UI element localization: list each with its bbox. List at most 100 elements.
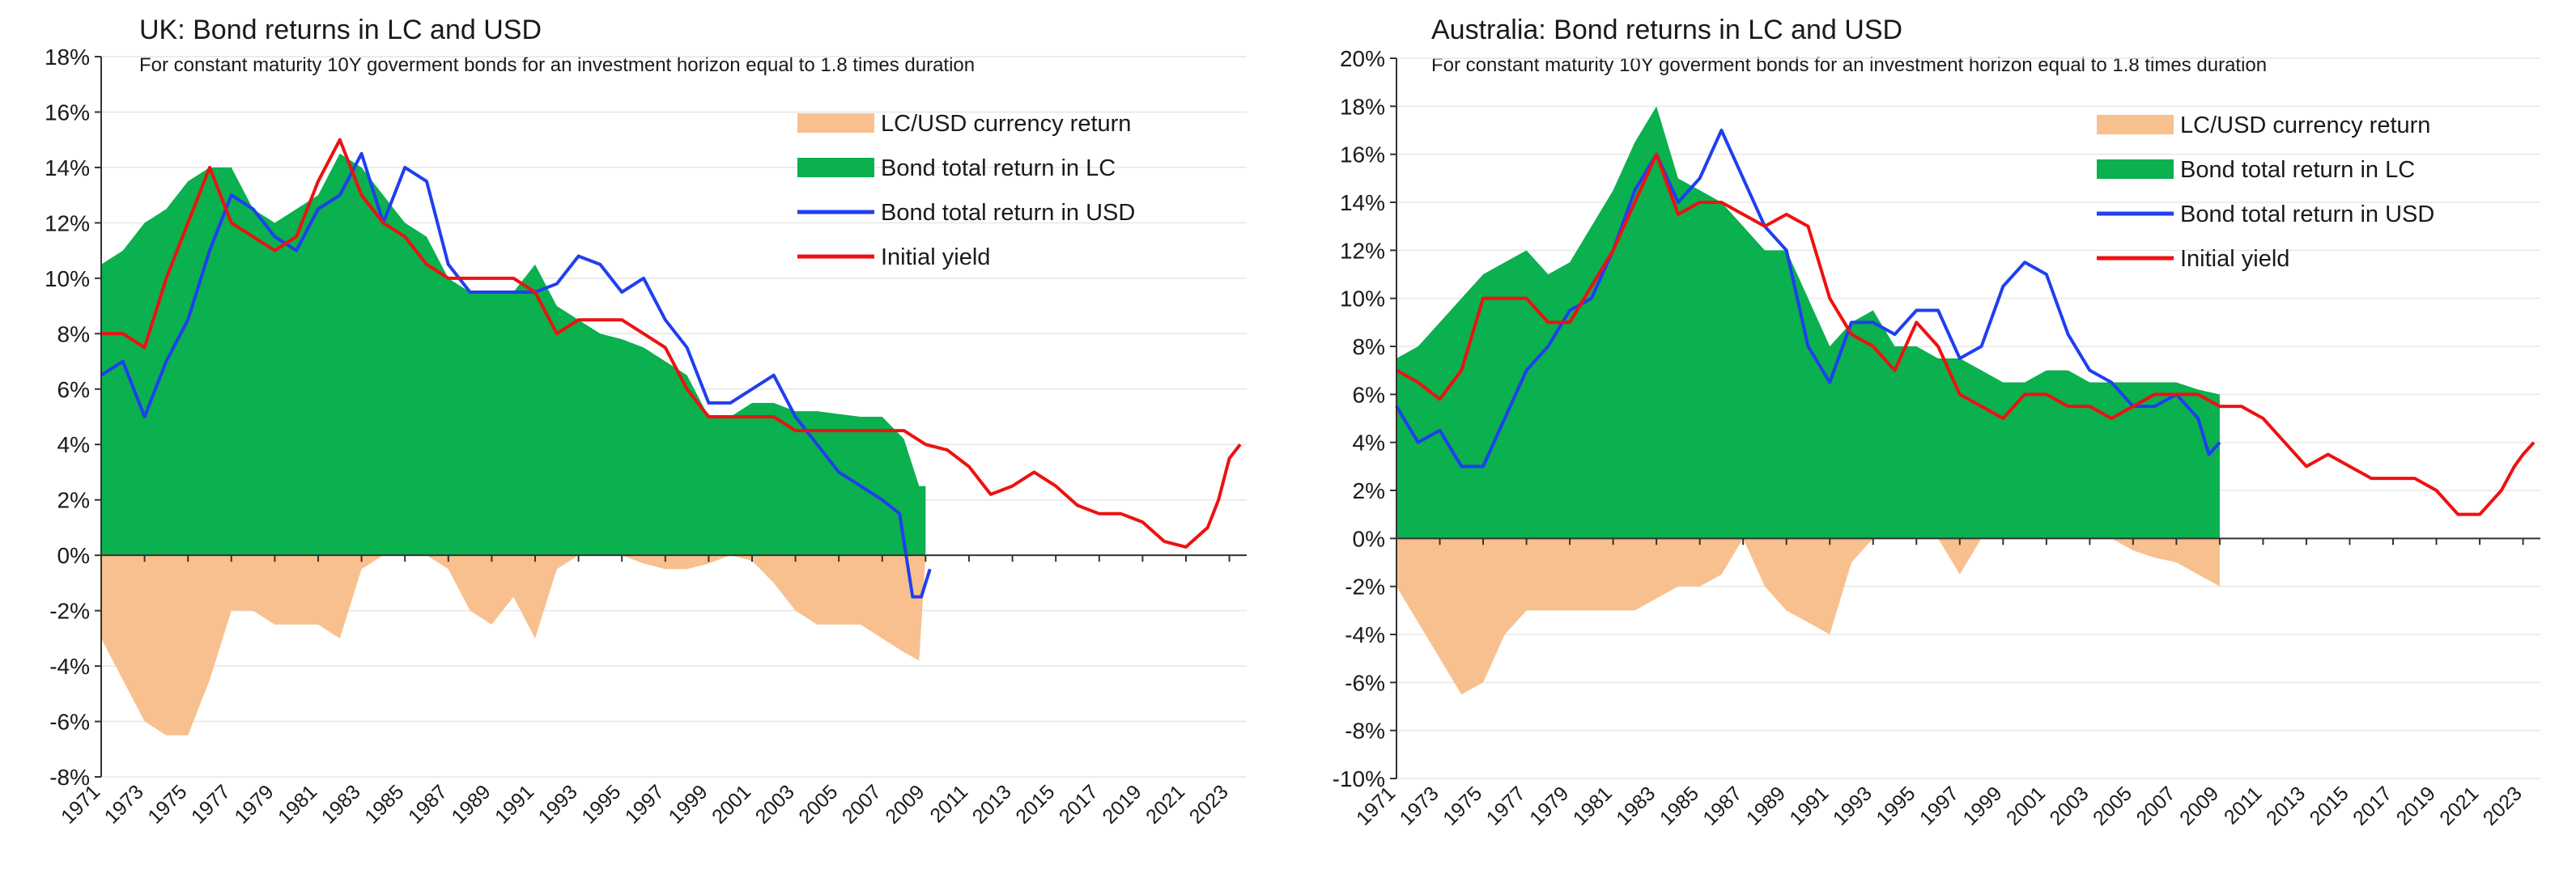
y-tick-label: 0% [1353,526,1385,551]
y-tick-label: 14% [1340,190,1385,215]
australia-legend: LC/USD currency return Bond total return … [2097,112,2434,272]
x-tick-label: 2015 [1011,780,1059,828]
x-tick-label: 2011 [925,780,972,827]
x-tick-label: 2011 [2220,782,2267,829]
lc-legend-label: Bond total return in LC [2180,157,2415,183]
x-tick-label: 2013 [2262,782,2310,829]
x-tick-label: 1999 [1958,782,2006,829]
x-tick-label: 2009 [2175,782,2223,829]
australia-chart-subtitle: For constant maturity 10Y goverment bond… [1431,54,2267,76]
uk-axes [95,56,1247,778]
x-tick-label: 1985 [1656,782,1703,829]
y-tick-label: -2% [1345,575,1385,600]
uk-areas [101,153,926,736]
y-tick-label: 8% [1353,334,1385,359]
x-tick-label: 1989 [447,780,495,828]
x-tick-label: 2001 [2002,782,2050,829]
x-tick-label: 2001 [708,780,755,828]
y-tick-label: -10% [1333,766,1385,791]
y-tick-label: 8% [57,321,90,346]
x-tick-label: 2019 [1098,780,1146,828]
uk-x-tick-labels: 1971197319751977197919811983198519871989… [57,780,1233,828]
y-tick-label: 10% [45,266,90,291]
y-tick-label: -4% [1345,622,1385,647]
x-tick-label: 1991 [1785,782,1833,829]
x-tick-label: 1987 [404,780,452,828]
lc-legend-swatch [797,158,874,177]
currency-legend-label: LC/USD currency return [881,111,1131,137]
yield-line [1396,152,2536,516]
uk-legend: LC/USD currency return Bond total return … [797,111,1135,270]
australia-axes [1390,57,2540,779]
currency-legend-label: LC/USD currency return [2180,112,2430,138]
x-tick-label: 2021 [2435,782,2483,829]
x-tick-label: 1985 [360,780,408,828]
y-tick-label: 0% [57,543,90,568]
lc-legend-swatch [2097,159,2174,179]
x-tick-label: 1975 [1439,782,1486,829]
usd-legend-label: Bond total return in USD [881,200,1135,226]
y-tick-label: 6% [57,377,90,402]
x-tick-label: 1995 [1872,782,1919,829]
x-tick-label: 2015 [2306,782,2353,829]
x-tick-label: 2021 [1141,780,1189,828]
x-tick-label: 1983 [1612,782,1660,829]
x-tick-label: 1989 [1742,782,1790,829]
x-tick-label: 2023 [1185,780,1233,828]
y-tick-label: -2% [49,599,90,624]
y-tick-label: -8% [1345,719,1385,744]
x-tick-label: 2013 [968,780,1016,828]
uk-y-tick-labels: -8% -6% -4% -2% 0% 2% 4% 6% 8% 10% 12% 14% 16% 18% [45,45,90,790]
x-tick-label: 1993 [1829,782,1877,829]
x-tick-label: 1979 [1525,782,1573,829]
y-tick-label: 6% [1353,382,1385,407]
uk-chart: UK: Bond returns in LC and USD For const… [45,15,1247,829]
y-tick-label: -6% [49,710,90,735]
y-tick-label: 4% [1353,431,1385,456]
y-tick-label: 18% [45,45,90,70]
x-tick-label: 1977 [187,780,235,828]
y-tick-label: 10% [1340,286,1385,312]
x-tick-label: 1995 [577,780,625,828]
x-tick-label: 1991 [491,780,538,828]
x-tick-label: 1973 [1396,782,1443,829]
lc-area [101,153,926,556]
x-tick-label: 2007 [2132,782,2180,829]
x-tick-label: 2017 [1055,780,1103,828]
currency-area [101,555,926,736]
y-tick-label: 2% [1353,478,1385,503]
usd-line [1395,129,2221,469]
y-tick-label: 12% [1340,238,1385,263]
x-tick-label: 1981 [274,780,321,828]
y-tick-label: 16% [1340,142,1385,168]
x-tick-label: 2017 [2349,782,2396,829]
currency-area [1396,538,2220,695]
y-tick-label: 20% [1340,46,1385,71]
y-tick-label: 18% [1340,94,1385,119]
australia-areas [1396,106,2220,695]
currency-legend-swatch [2097,115,2174,134]
y-tick-label: 4% [57,432,90,457]
australia-y-tick-labels: -10% -8% -6% -4% -2% 0% 2% 4% 6% 8% 10% 12% 14% 16% 18… [1333,46,1385,791]
x-tick-label: 1973 [100,780,148,828]
x-tick-label: 1983 [317,780,365,828]
lc-area [1396,106,2220,539]
x-tick-label: 2005 [2089,782,2136,829]
x-tick-label: 1997 [621,780,669,828]
y-tick-label: -8% [49,765,90,790]
yield-legend-label: Initial yield [881,244,990,270]
x-tick-label: 2007 [838,780,886,828]
x-tick-label: 1975 [143,780,191,828]
australia-chart: Australia: Bond returns in LC and USD Fo… [1333,15,2540,830]
x-tick-label: 2019 [2392,782,2440,829]
x-tick-label: 1981 [1569,782,1617,829]
y-tick-label: 12% [45,210,90,235]
yield-line [101,138,1242,549]
yield-legend-label: Initial yield [2180,246,2289,272]
x-tick-label: 1997 [1915,782,1963,829]
x-tick-label: 2003 [751,780,799,828]
lc-legend-label: Bond total return in LC [881,155,1116,181]
x-tick-label: 1987 [1698,782,1746,829]
uk-chart-title: UK: Bond returns in LC and USD [139,15,542,45]
usd-legend-label: Bond total return in USD [2180,202,2434,227]
